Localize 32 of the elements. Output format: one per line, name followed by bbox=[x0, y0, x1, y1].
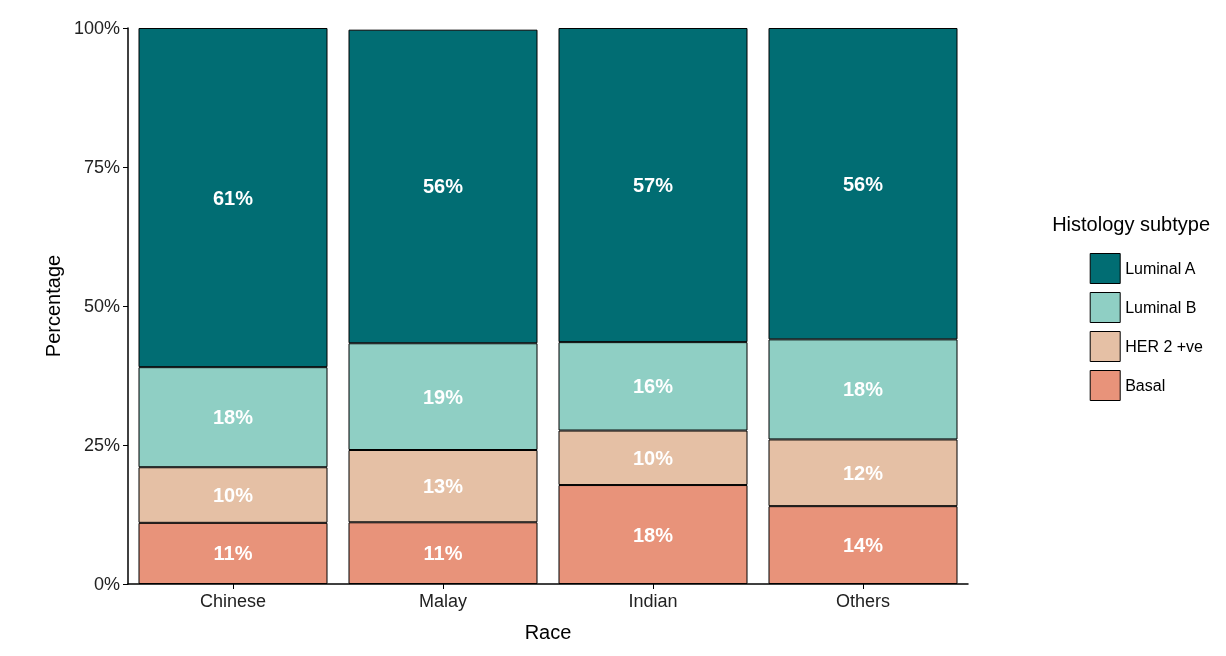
legend-title: Histology subtype bbox=[1052, 213, 1211, 235]
x-tick-label: Others bbox=[835, 591, 891, 611]
x-tick-label: Chinese bbox=[199, 591, 267, 611]
y-tick-label: 75% bbox=[83, 157, 120, 177]
legend-label: Basal bbox=[1125, 377, 1166, 394]
data-label: 57% bbox=[632, 174, 674, 197]
y-axis-title: Percentage bbox=[42, 254, 65, 358]
data-label: 11% bbox=[213, 542, 253, 565]
x-axis-title: Race bbox=[524, 621, 572, 643]
data-label: 14% bbox=[842, 534, 884, 557]
legend-label: HER 2 +ve bbox=[1125, 338, 1204, 355]
data-label: 16% bbox=[632, 375, 674, 398]
data-label: 18% bbox=[632, 523, 674, 546]
data-label: 11% bbox=[423, 542, 463, 565]
data-label: 18% bbox=[842, 378, 884, 401]
data-label: 12% bbox=[842, 461, 884, 484]
data-label: 10% bbox=[212, 484, 254, 507]
legend-label: Luminal B bbox=[1125, 299, 1197, 316]
x-tick-label: Indian bbox=[628, 591, 678, 611]
data-label: 10% bbox=[632, 446, 674, 469]
data-label: 56% bbox=[842, 172, 884, 195]
y-tick-label: 25% bbox=[83, 435, 120, 455]
data-label: 13% bbox=[422, 475, 464, 498]
y-tick-label: 100% bbox=[73, 18, 120, 38]
legend-label: Luminal A bbox=[1125, 260, 1196, 277]
y-tick-label: 50% bbox=[83, 296, 120, 316]
y-tick-label: 0% bbox=[93, 574, 120, 594]
data-label: 56% bbox=[422, 175, 464, 198]
data-label: 19% bbox=[422, 385, 464, 408]
x-tick-label: Malay bbox=[418, 591, 468, 611]
data-label: 18% bbox=[212, 406, 254, 429]
data-label: 61% bbox=[212, 186, 254, 209]
